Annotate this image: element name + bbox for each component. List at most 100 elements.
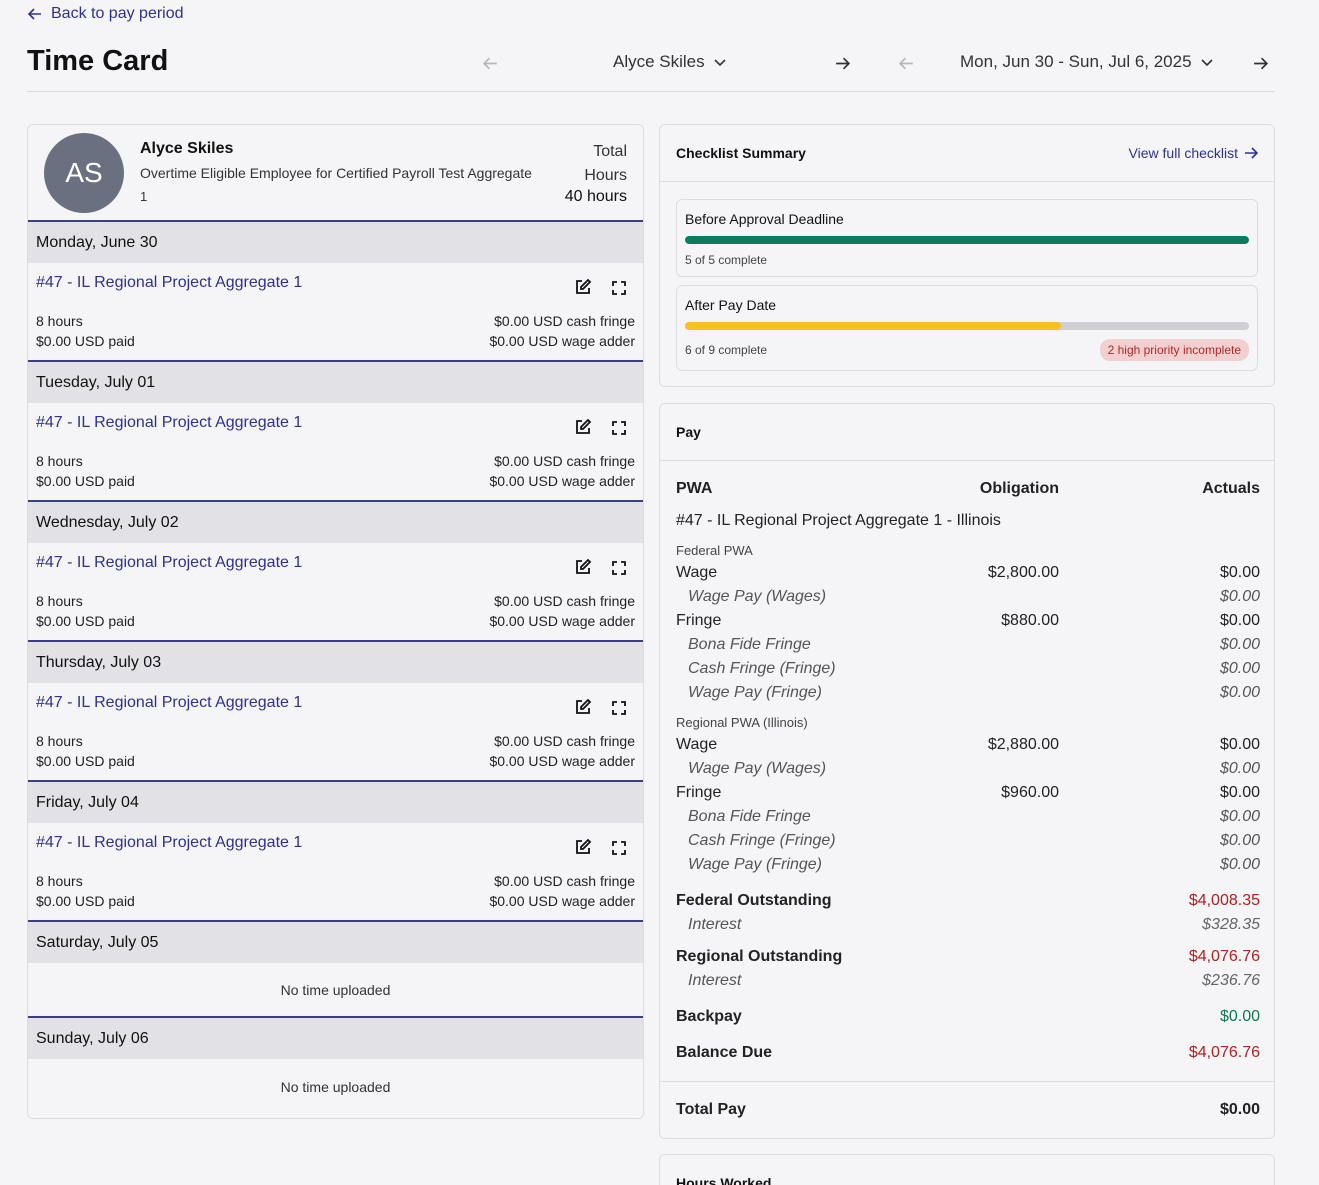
row-obligation: $2,880.00 (987, 736, 1059, 753)
row-actual: $0.00 (1219, 760, 1260, 777)
day-section: Sunday, July 06 No time uploaded (28, 1018, 643, 1114)
previous-employee-button[interactable] (479, 52, 501, 74)
avatar: AS (44, 133, 124, 213)
page-title: Time Card (27, 45, 169, 77)
day-header: Monday, June 30 (28, 222, 643, 263)
row-value: $4,076.76 (1188, 948, 1260, 965)
high-priority-badge: 2 high priority incomplete (1099, 339, 1249, 361)
row-obligation: $880.00 (1001, 612, 1059, 629)
entry-paid: $0.00 USD paid (36, 613, 135, 629)
expand-icon[interactable] (611, 420, 627, 436)
back-link-label: Back to pay period (51, 5, 184, 22)
day-entry: #47 - IL Regional Project Aggregate 1 8 … (28, 403, 643, 502)
edit-icon[interactable] (574, 558, 592, 576)
total-pay-value: $0.00 (1219, 1101, 1260, 1118)
row-label: Backpay (676, 1008, 742, 1025)
entry-wage-adder: $0.00 USD wage adder (489, 473, 635, 489)
progress-bar (685, 322, 1249, 330)
day-header: Friday, July 04 (28, 782, 643, 823)
day-header: Tuesday, July 01 (28, 362, 643, 403)
view-full-checklist-link[interactable]: View full checklist (1129, 145, 1258, 161)
row-label: Cash Fringe (Fringe) (688, 660, 836, 677)
edit-icon[interactable] (574, 418, 592, 436)
row-label: Wage Pay (Fringe) (688, 684, 822, 701)
total-label-line1: Total (593, 143, 627, 160)
edit-icon[interactable] (574, 278, 592, 296)
total-label-line2: Hours (584, 167, 627, 184)
row-label: Wage Pay (Wages) (688, 588, 827, 605)
total-hours-value: 40 hours (564, 188, 627, 205)
entry-hours: 8 hours (36, 313, 83, 329)
pay-title: Pay (676, 424, 701, 440)
day-entry: #47 - IL Regional Project Aggregate 1 8 … (28, 543, 643, 642)
arrow-right-icon (1253, 57, 1268, 69)
timecard-days-card: AS Alyce Skiles Overtime Eligible Employ… (27, 124, 644, 1119)
edit-icon[interactable] (574, 838, 592, 856)
row-label: Wage Pay (Fringe) (688, 856, 822, 873)
day-entry: #47 - IL Regional Project Aggregate 1 8 … (28, 683, 643, 782)
expand-icon[interactable] (611, 280, 627, 296)
employee-selector[interactable]: Alyce Skiles (613, 52, 727, 72)
project-link[interactable]: #47 - IL Regional Project Aggregate 1 (36, 694, 303, 711)
checklist-item-before-approval: Before Approval Deadline 5 of 5 complete (676, 199, 1258, 277)
day-section: Saturday, July 05 No time uploaded (28, 922, 643, 1018)
arrow-right-icon (835, 57, 850, 69)
arrow-left-icon (898, 57, 913, 69)
row-value: $4,076.76 (1188, 1044, 1260, 1061)
header-divider (27, 91, 1275, 92)
pay-header: Pay (660, 404, 1274, 461)
row-label: Wage Pay (Wages) (688, 760, 827, 777)
row-actual: $0.00 (1219, 612, 1260, 629)
col-obligation: Obligation (979, 480, 1059, 497)
checklist-item-count: 5 of 5 complete (685, 253, 768, 267)
progress-bar-fill (685, 236, 1249, 244)
expand-icon[interactable] (611, 560, 627, 576)
day-section: Wednesday, July 02 #47 - IL Regional Pro… (28, 502, 643, 642)
expand-icon[interactable] (611, 700, 627, 716)
project-link[interactable]: #47 - IL Regional Project Aggregate 1 (36, 834, 303, 851)
next-period-button[interactable] (1249, 52, 1271, 74)
total-pay-row: Total Pay $0.00 (676, 1101, 1260, 1119)
row-label: Wage (676, 564, 718, 581)
edit-icon[interactable] (574, 698, 592, 716)
row-actual: $0.00 (1219, 808, 1260, 825)
day-header: Saturday, July 05 (28, 922, 643, 963)
chevron-down-icon (714, 59, 726, 67)
entry-wage-adder: $0.00 USD wage adder (489, 893, 635, 909)
row-label: Fringe (676, 612, 722, 629)
total-hours-label: Total Hours (584, 140, 627, 188)
entry-cash-fringe: $0.00 USD cash fringe (494, 593, 635, 609)
next-employee-button[interactable] (831, 52, 853, 74)
row-label: Interest (688, 916, 742, 933)
pay-period-selector-label: Mon, Jun 30 - Sun, Jul 6, 2025 (960, 52, 1192, 71)
project-link[interactable]: #47 - IL Regional Project Aggregate 1 (36, 554, 303, 571)
entry-cash-fringe: $0.00 USD cash fringe (494, 453, 635, 469)
day-section: Tuesday, July 01 #47 - IL Regional Proje… (28, 362, 643, 502)
entry-wage-adder: $0.00 USD wage adder (489, 753, 635, 769)
pay-period-selector[interactable]: Mon, Jun 30 - Sun, Jul 6, 2025 (960, 52, 1214, 72)
row-actual: $0.00 (1219, 636, 1260, 653)
previous-period-button[interactable] (895, 52, 917, 74)
entry-paid: $0.00 USD paid (36, 473, 135, 489)
col-pwa: PWA (676, 480, 713, 497)
project-link[interactable]: #47 - IL Regional Project Aggregate 1 (36, 414, 303, 431)
employee-selector-label: Alyce Skiles (613, 52, 705, 71)
checklist-title: Checklist Summary (676, 145, 806, 161)
no-time-message: No time uploaded (280, 1078, 391, 1095)
row-value: $236.76 (1202, 972, 1260, 989)
row-actual: $0.00 (1219, 564, 1260, 581)
expand-icon[interactable] (611, 840, 627, 856)
row-label: Regional Outstanding (676, 948, 843, 965)
project-link[interactable]: #47 - IL Regional Project Aggregate 1 (36, 274, 303, 291)
entry-paid: $0.00 USD paid (36, 333, 135, 349)
view-link-label: View full checklist (1128, 145, 1238, 161)
day-header: Sunday, July 06 (28, 1018, 643, 1059)
row-label: Cash Fringe (Fringe) (688, 832, 836, 849)
arrow-left-icon (482, 57, 497, 69)
row-obligation: $2,800.00 (987, 564, 1059, 581)
entry-paid: $0.00 USD paid (36, 893, 135, 909)
day-section: Thursday, July 03 #47 - IL Regional Proj… (28, 642, 643, 782)
row-actual: $0.00 (1219, 856, 1260, 873)
regional-pwa-label: Regional PWA (Illinois) (676, 715, 808, 730)
back-to-pay-period-link[interactable]: Back to pay period (27, 5, 184, 23)
